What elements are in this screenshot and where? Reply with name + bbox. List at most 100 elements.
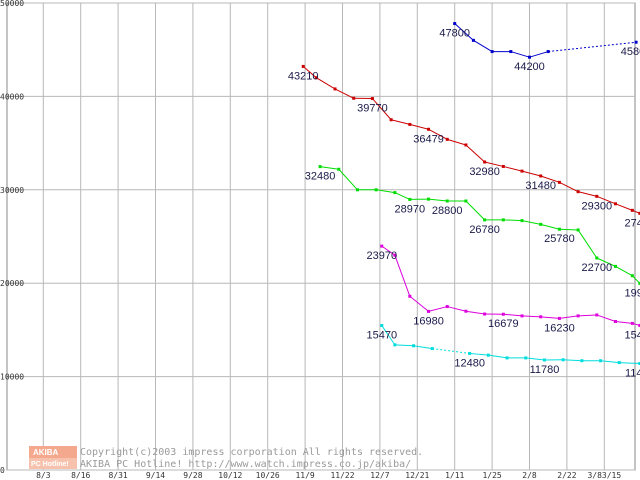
akiba-logo-top — [29, 446, 77, 458]
series-line-segment — [447, 306, 467, 312]
data-point — [539, 222, 543, 226]
series-line-segment — [409, 295, 429, 312]
x-tick-label: 10/26 — [256, 471, 280, 480]
data-point — [524, 356, 528, 360]
data-point — [468, 351, 472, 355]
series-line-segment — [529, 51, 549, 58]
data-point — [333, 87, 337, 91]
series-line-segment — [521, 170, 541, 177]
series-line-segment — [372, 98, 392, 121]
data-point — [430, 347, 434, 351]
series-line-segment — [503, 219, 523, 222]
y-axis-ticks: 0 10000 20000 30000 40000 50000 — [0, 0, 24, 475]
data-point — [557, 316, 561, 320]
data-point — [464, 143, 468, 147]
x-tick-label: 10/12 — [218, 471, 242, 480]
series-line-segment — [473, 39, 493, 52]
data-point — [539, 174, 543, 178]
series-line-segment — [338, 168, 358, 191]
data-label: 16230 — [544, 322, 575, 334]
data-point — [427, 309, 431, 313]
series-line-segment — [376, 189, 395, 194]
data-point — [520, 219, 524, 223]
series-line-segment — [577, 191, 597, 197]
data-label: 32480 — [305, 171, 336, 183]
y-tick-label: 0 — [0, 466, 5, 475]
series-line-segment — [615, 320, 633, 324]
data-point — [595, 194, 599, 198]
series-line-segment — [540, 175, 560, 183]
x-tick-label: 8/16 — [71, 471, 90, 480]
akiba-logo-text-bottom: PC Hotline! — [31, 461, 69, 468]
series-line-segment — [559, 181, 579, 193]
data-point — [471, 38, 475, 42]
data-point — [380, 244, 384, 248]
series-line-segment — [428, 128, 448, 140]
data-label: 28800 — [432, 205, 463, 217]
x-tick-label: 2/8 — [522, 471, 537, 480]
data-label: 45800 — [621, 46, 640, 58]
series-line-segment — [334, 88, 354, 99]
series-0 — [453, 22, 638, 59]
data-point — [427, 197, 431, 201]
series-line-segment — [596, 195, 616, 205]
data-label: 16980 — [413, 315, 444, 327]
data-label: 27480 — [625, 217, 640, 229]
x-axis-ticks: 8/3 8/16 8/31 9/14 9/28 10/12 10/26 11/9 11/22 12… — [36, 471, 621, 480]
series-line-segment — [316, 77, 336, 90]
series-line-segment — [428, 198, 448, 202]
series-2 — [318, 165, 640, 285]
data-labels: 47800 44200 45800 43210 39770 36479 32980 31480… — [288, 28, 640, 380]
data-point — [337, 167, 341, 171]
data-point — [520, 169, 524, 173]
series-line-segment — [596, 257, 616, 267]
series-line-segment — [394, 192, 411, 200]
y-tick-label: 10000 — [0, 373, 24, 382]
data-label: 16679 — [488, 318, 519, 330]
series-line-segment — [394, 344, 414, 347]
series-line-segment — [619, 362, 640, 365]
data-label: 31480 — [525, 180, 556, 192]
data-point — [486, 353, 490, 357]
data-point — [630, 321, 634, 325]
data-point — [427, 127, 431, 131]
data-point — [352, 96, 356, 100]
data-point — [561, 358, 565, 362]
series-line-segment — [409, 123, 429, 130]
data-point — [453, 22, 457, 26]
data-point — [576, 314, 580, 318]
chart-series — [301, 22, 640, 366]
series-line-segment — [563, 359, 582, 362]
data-point — [393, 343, 397, 347]
data-point — [546, 50, 550, 54]
series-line-segment — [559, 228, 579, 231]
data-label: 22700 — [582, 262, 613, 274]
series-1 — [301, 64, 640, 215]
data-point — [630, 274, 634, 278]
x-tick-label: 9/14 — [146, 471, 165, 480]
y-tick-label: 40000 — [0, 92, 24, 101]
data-point — [638, 281, 640, 285]
x-tick-label: 12/21 — [405, 471, 429, 480]
series-line-segment — [465, 200, 485, 221]
series-line-segment — [413, 345, 433, 350]
data-point — [412, 344, 416, 348]
data-point — [638, 323, 640, 327]
series-line-segment — [548, 41, 637, 53]
series-line-segment — [559, 315, 579, 319]
series-line-segment — [394, 255, 411, 297]
data-point — [638, 362, 640, 366]
series-line-segment — [600, 360, 620, 364]
data-point — [445, 305, 449, 309]
series-line-segment — [615, 203, 633, 211]
series-line-segment — [381, 325, 396, 346]
series-line-segment — [503, 165, 523, 172]
copyright-watermark: AKIBA PC Hotline! Copyright(c)2003 impre… — [29, 446, 423, 470]
series-line-segment — [381, 245, 396, 256]
copyright-line-1: Copyright(c)2003 impress corporation All… — [80, 447, 423, 458]
data-point — [483, 160, 487, 164]
data-point — [539, 315, 543, 319]
x-tick-label: 1/25 — [482, 471, 501, 480]
data-label: 11780 — [530, 364, 560, 376]
